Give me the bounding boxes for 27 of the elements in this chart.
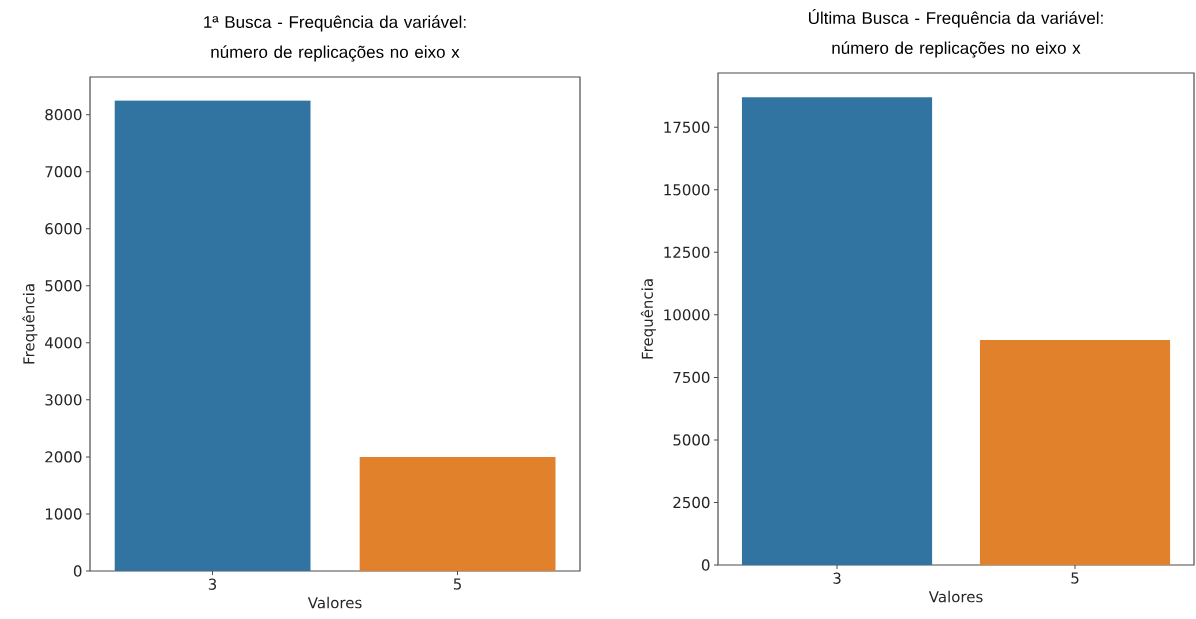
y-tick-label: 5000 bbox=[673, 434, 710, 446]
y-tick-label: 5000 bbox=[45, 280, 82, 292]
y-axis-title: Frequência bbox=[640, 279, 656, 359]
x-axis-title: Valores bbox=[928, 590, 983, 603]
y-axis-title: Frequência bbox=[22, 284, 38, 364]
y-tick-label: 12500 bbox=[664, 246, 710, 259]
y-tick-label: 8000 bbox=[45, 108, 82, 121]
y-tick-label: 0 bbox=[73, 565, 82, 577]
y-tick-label: 1000 bbox=[45, 508, 82, 520]
x-tick-label: 3 bbox=[208, 578, 217, 590]
y-tick-label: 7500 bbox=[673, 371, 710, 384]
y-tick-label: 17500 bbox=[664, 121, 710, 133]
y-tick-label: 6000 bbox=[45, 223, 82, 235]
chart-title: 1ª Busca - Frequência da variável: número de replicações no eixo x bbox=[204, 15, 466, 62]
x-tick-label: 5 bbox=[1071, 572, 1079, 584]
y-tick-label: 3000 bbox=[45, 394, 82, 406]
x-tick-label: 3 bbox=[833, 572, 841, 584]
x-tick-label: 5 bbox=[453, 578, 461, 590]
x-axis-title: Valores bbox=[307, 596, 362, 609]
y-tick-label: 7000 bbox=[45, 166, 82, 178]
y-tick-label: 15000 bbox=[664, 184, 710, 196]
y-tick-label: 2500 bbox=[673, 496, 710, 509]
chart-title: Última Busca - Frequência da variável: número de replicações no eixo x bbox=[808, 9, 1103, 58]
y-tick-label: 4000 bbox=[45, 337, 82, 349]
y-tick-label: 10000 bbox=[664, 309, 710, 321]
y-tick-label: 2000 bbox=[45, 451, 82, 463]
y-tick-label: 0 bbox=[701, 559, 710, 571]
